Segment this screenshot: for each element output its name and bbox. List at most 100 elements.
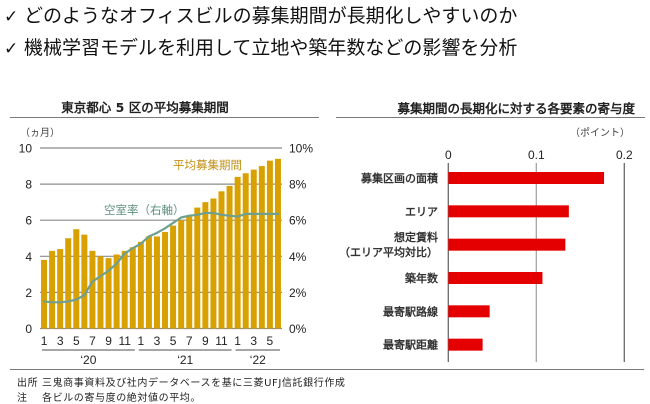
contribution-bar — [448, 205, 569, 218]
vacancy-rate-point — [228, 214, 231, 217]
bar-average-listing-period — [73, 229, 80, 329]
headline-text: どのようなオフィスビルの募集期間が長期化しやすいのか — [24, 5, 518, 27]
y-axis-left-tick-label: 0 — [25, 322, 32, 336]
contribution-bar — [448, 338, 483, 351]
vacancy-rate-point — [204, 211, 207, 214]
x-axis-month-label: 11 — [215, 334, 228, 348]
vacancy-rate-point — [164, 227, 167, 230]
bar-average-listing-period — [97, 256, 104, 329]
category-label-line: 最寄駅路線 — [383, 304, 438, 318]
vacancy-rate-point — [268, 212, 271, 215]
y-axis-left-tick-label: 4 — [25, 250, 32, 264]
bar-average-listing-period — [274, 158, 281, 329]
right-chart-title: 募集期間の長期化に対する各要素の寄与度 — [397, 101, 635, 116]
bar-average-listing-period — [178, 220, 185, 329]
vacancy-rate-point — [131, 247, 134, 250]
vacancy-rate-point — [99, 275, 102, 278]
x-axis-month-label: 3 — [154, 334, 161, 348]
vacancy-rate-point — [139, 242, 142, 245]
x-axis-month-label: 1 — [137, 334, 144, 348]
category-label: 想定賃料（エリア平均対比） — [339, 230, 438, 259]
y-axis-right-tick-label: 6% — [289, 214, 307, 228]
x-axis-month-label: 9 — [105, 334, 112, 348]
vacancy-rate-point — [83, 294, 86, 297]
category-label: 築年数 — [404, 271, 439, 285]
x-axis-month-label: 5 — [73, 334, 80, 348]
y-axis-right-tick-label: 10% — [289, 142, 313, 156]
bar-average-listing-period — [137, 241, 144, 329]
vacancy-rate-point — [91, 280, 94, 283]
x-axis-month-label: 5 — [170, 334, 177, 348]
x-axis-month-label: 5 — [267, 334, 274, 348]
bar-average-listing-period — [170, 225, 177, 329]
bar-average-listing-period — [81, 234, 88, 329]
bar-average-listing-period — [250, 169, 257, 329]
left-chart-title: 東京都心 5 区の平均募集期間 — [61, 100, 229, 115]
x-axis-tick-label: 0 — [445, 148, 452, 162]
bar-average-listing-period — [258, 166, 265, 329]
x-axis-year-label: ‘20 — [80, 353, 96, 367]
legend-label-average-period: 平均募集期間 — [173, 158, 242, 172]
y-axis-left-tick-label: 2 — [25, 286, 32, 300]
vacancy-rate-point — [188, 214, 191, 217]
vacancy-rate-point — [180, 216, 183, 219]
bar-average-listing-period — [121, 250, 128, 329]
category-label: 募集区画の面積 — [360, 171, 439, 185]
right-title-divider — [336, 117, 645, 118]
y-axis-left-tick-label: 8 — [25, 178, 32, 192]
vacancy-rate-point — [59, 301, 62, 304]
headline-bullet: ✓ 機械学習モデルを利用して立地や築年数などの影響を分析 — [4, 37, 517, 60]
x-axis-month-label: 3 — [250, 334, 257, 348]
y-axis-right-tick-label: 2% — [289, 286, 307, 300]
source-label: 出所 — [17, 378, 39, 389]
contribution-bar — [448, 238, 566, 251]
x-axis-month-label: 3 — [57, 334, 64, 348]
y-axis-left-tick-label: 10 — [19, 142, 33, 156]
bar-average-listing-period — [234, 176, 241, 329]
line-vacancy-rate — [42, 211, 280, 304]
category-label-line: エリア — [405, 205, 438, 218]
bar-average-listing-period — [266, 160, 273, 329]
footer-divider — [10, 369, 644, 370]
bar-average-listing-period — [153, 236, 160, 329]
legend-label-vacancy-rate: 空室率（右軸） — [104, 203, 185, 217]
note-label: 注 — [17, 393, 28, 404]
category-label: 最寄駅路線 — [383, 304, 438, 318]
x-axis-month-label: 7 — [89, 334, 96, 348]
bar-average-listing-period — [162, 231, 169, 329]
vacancy-rate-point — [244, 212, 247, 215]
x-axis-tick-label: 0.1 — [528, 148, 545, 162]
x-axis-month-label: 1 — [234, 334, 241, 348]
vacancy-rate-point — [147, 235, 150, 238]
contribution-bar — [448, 305, 490, 318]
contribution-bar — [448, 172, 605, 184]
vacancy-rate-point — [212, 211, 215, 214]
vacancy-rate-point — [276, 212, 279, 215]
headline-bullet: ✓ どのようなオフィスビルの募集期間が長期化しやすいのか — [4, 5, 517, 28]
bar-average-listing-period — [41, 259, 48, 329]
left-title-divider — [10, 117, 319, 118]
bar-average-listing-period — [202, 202, 209, 329]
vacancy-rate-point — [155, 231, 158, 234]
x-axis-year-label: ‘21 — [177, 353, 193, 367]
vacancy-rate-point — [220, 213, 223, 216]
vacancy-rate-point — [172, 221, 175, 224]
bar-average-listing-period — [89, 250, 96, 329]
footer-source: 出所 三鬼商事資料及び社内データベースを基に三菱UFJ信託銀行作成 — [0, 374, 650, 389]
check-icon: ✓ — [4, 7, 19, 27]
category-label-line: （エリア平均対比） — [339, 245, 438, 259]
bar-average-listing-period — [105, 258, 112, 329]
bar-average-listing-period — [145, 236, 152, 329]
vacancy-rate-point — [260, 212, 263, 215]
y-axis-right-tick-label: 4% — [289, 250, 307, 264]
vacancy-rate-point — [43, 300, 46, 303]
vacancy-rate-point — [236, 215, 239, 218]
x-axis-month-label: 1 — [41, 334, 48, 348]
vacancy-rate-point — [252, 212, 255, 215]
x-axis-month-label: 11 — [118, 334, 131, 348]
bar-average-listing-period — [49, 250, 56, 329]
bar-average-listing-period — [218, 191, 225, 329]
